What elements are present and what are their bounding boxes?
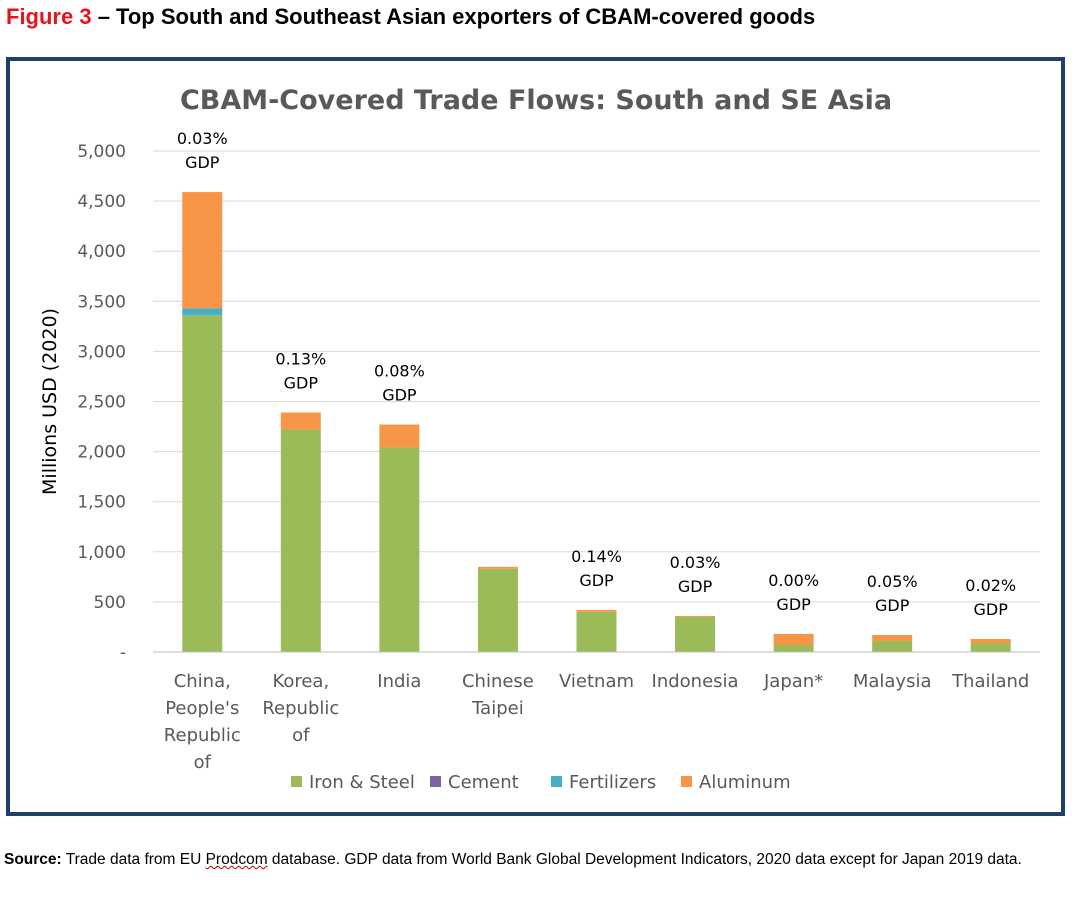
x-tick-label: Taipei [471, 698, 524, 719]
y-tick-label: 3,000 [77, 342, 126, 362]
y-axis-label: Millions USD (2020) [39, 308, 61, 495]
bar-iron-steel [576, 611, 617, 652]
bar-iron-steel [182, 315, 223, 652]
x-tick-label: of [292, 725, 310, 746]
legend-label: Iron & Steel [309, 772, 415, 793]
bar-iron-steel [280, 429, 321, 652]
legend-label: Cement [448, 772, 519, 793]
x-tick-label: People's [165, 698, 239, 719]
gdp-annotation: 0.00% [768, 571, 819, 590]
bar-iron-steel [379, 447, 420, 652]
figure-title: Figure 3 – Top South and Southeast Asian… [6, 4, 815, 30]
y-tick-label: 1,500 [77, 493, 126, 513]
gdp-annotation: 0.02% [965, 576, 1016, 595]
bar-iron-steel [477, 568, 518, 652]
bar-aluminum [477, 566, 518, 569]
legend-swatch [291, 776, 302, 787]
y-tick-label: 2,000 [77, 443, 126, 463]
x-tick-label: Chinese [462, 671, 534, 692]
gdp-annotation: GDP [776, 595, 811, 614]
bar-aluminum [280, 412, 321, 430]
chart-title: CBAM-Covered Trade Flows: South and SE A… [180, 85, 892, 116]
bar-aluminum [872, 634, 913, 641]
legend-swatch [551, 776, 562, 787]
y-tick-label: 4,500 [77, 192, 126, 212]
bar-fertilizers [182, 308, 223, 316]
gdp-annotation: GDP [185, 153, 220, 172]
gdp-annotation: GDP [579, 571, 614, 590]
bar-iron-steel [970, 642, 1011, 652]
legend-swatch [430, 776, 441, 787]
x-tick-label: China, [174, 671, 231, 692]
bar-aluminum [379, 424, 420, 448]
x-tick-label: Malaysia [853, 671, 932, 692]
y-tick-label: 1,000 [77, 543, 126, 563]
figure-title-text: – Top South and Southeast Asian exporter… [91, 4, 816, 29]
gdp-annotation: 0.08% [374, 362, 425, 381]
source-note: Source: Trade data from EU Prodcom datab… [4, 851, 1064, 869]
chart-frame: CBAM-Covered Trade Flows: South and SE A… [6, 57, 1065, 816]
x-tick-label: of [194, 752, 212, 773]
x-tick-label: Vietnam [559, 671, 634, 692]
y-tick-label: - [120, 643, 126, 663]
x-tick-label: Indonesia [652, 671, 739, 692]
source-text-after: database. GDP data from World Bank Globa… [267, 851, 1022, 868]
x-tick-label: Korea, [272, 671, 329, 692]
gdp-annotation: GDP [875, 596, 910, 615]
bar-iron-steel [872, 640, 913, 652]
gdp-annotation: 0.03% [670, 553, 721, 572]
bar-iron-steel [675, 616, 716, 652]
y-tick-label: 5,000 [77, 142, 126, 162]
gdp-annotation: 0.05% [867, 572, 918, 591]
source-prodcom: Prodcom [205, 851, 268, 868]
bar-aluminum [970, 638, 1011, 643]
legend-label: Aluminum [699, 772, 791, 793]
x-tick-label: India [377, 671, 421, 692]
gdp-annotation: 0.03% [177, 129, 228, 148]
source-label: Source: [4, 851, 62, 868]
x-tick-label: Thailand [951, 671, 1029, 692]
bar-aluminum [576, 609, 617, 612]
x-tick-label: Republic [262, 698, 339, 719]
gdp-annotation: GDP [678, 577, 713, 596]
gdp-annotation: 0.14% [571, 547, 622, 566]
x-tick-label: Republic [164, 725, 241, 746]
y-tick-label: 2,500 [77, 393, 126, 413]
y-tick-label: 4,000 [77, 242, 126, 262]
bar-aluminum [675, 615, 716, 617]
legend-swatch [681, 776, 692, 787]
bar-aluminum [182, 192, 223, 309]
gdp-annotation: 0.13% [275, 350, 326, 369]
bar-aluminum [773, 633, 814, 645]
figure-number: Figure 3 [6, 4, 92, 29]
gdp-annotation: GDP [382, 386, 417, 405]
gdp-annotation: GDP [284, 374, 319, 393]
x-tick-label: Japan* [763, 671, 823, 692]
source-text-before: Trade data from EU [61, 851, 206, 868]
bar-iron-steel [773, 644, 814, 652]
gdp-annotation: GDP [974, 600, 1009, 619]
legend-label: Fertilizers [569, 772, 656, 793]
y-tick-label: 500 [94, 593, 126, 613]
bar-chart: CBAM-Covered Trade Flows: South and SE A… [39, 85, 1040, 793]
y-tick-label: 3,500 [77, 292, 126, 312]
